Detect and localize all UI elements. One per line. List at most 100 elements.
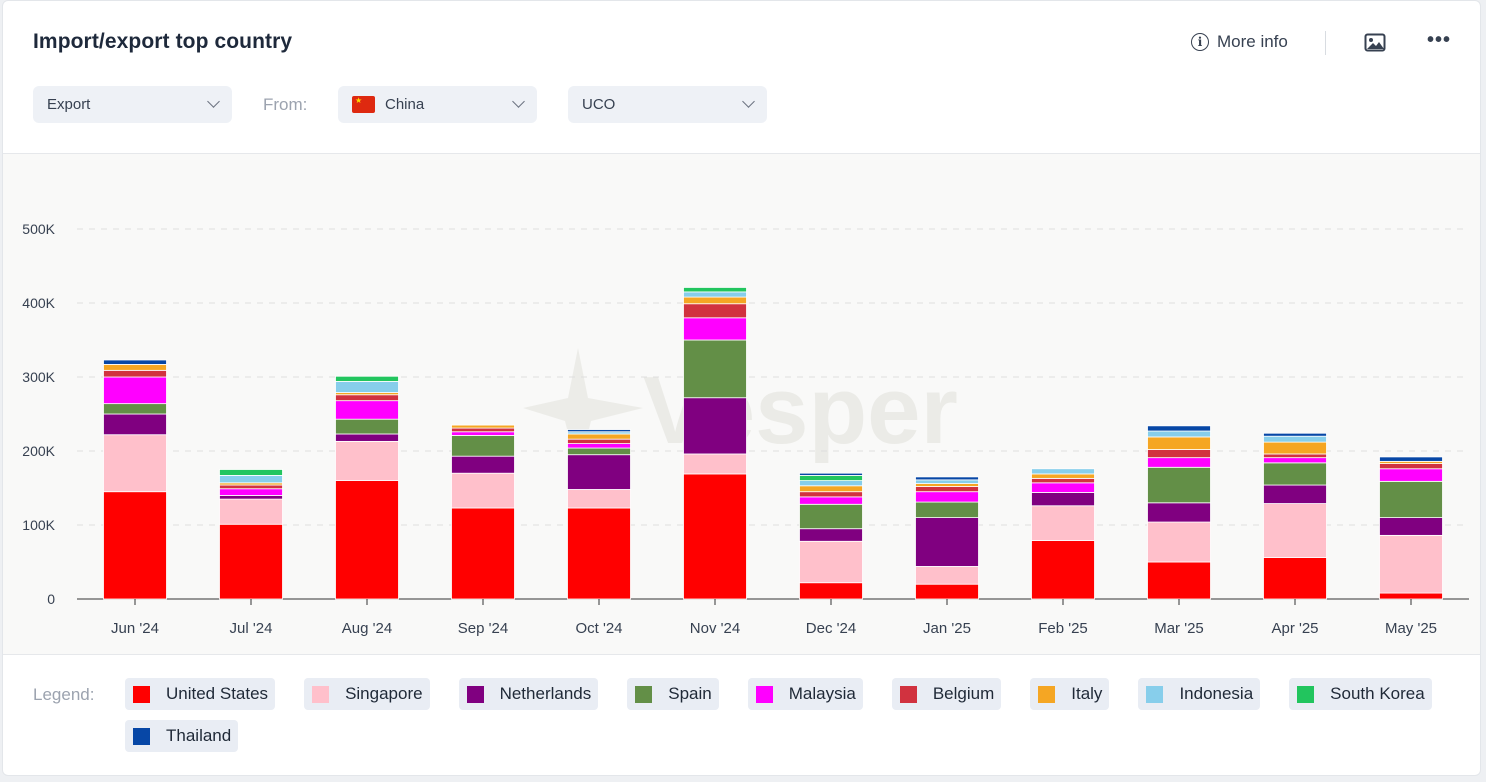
info-icon: i xyxy=(1191,33,1209,51)
legend-swatch xyxy=(466,685,484,703)
legend-item-label: United States xyxy=(166,684,269,703)
bar-segment xyxy=(799,491,863,498)
legend-swatch xyxy=(1297,685,1315,703)
bar-segment xyxy=(1263,457,1327,464)
bar-segment xyxy=(219,484,283,490)
bar-segment xyxy=(103,403,167,415)
legend-swatch xyxy=(1038,685,1056,703)
legend-swatch xyxy=(133,685,150,703)
bar-segment xyxy=(683,317,747,341)
y-tick-label: 200K xyxy=(22,443,55,459)
bar-segment xyxy=(915,476,979,481)
bar-segment xyxy=(915,517,979,567)
y-tick-label: 400K xyxy=(22,295,55,311)
bar-segment xyxy=(915,491,979,503)
download-image-button[interactable] xyxy=(1364,33,1386,57)
x-tick-label: Mar '25 xyxy=(1154,620,1204,637)
x-tick-label: May '25 xyxy=(1385,620,1437,637)
from-label: From: xyxy=(263,95,308,114)
bar-segment xyxy=(799,480,863,487)
country-select[interactable]: ★ China xyxy=(338,86,537,123)
bar-segment xyxy=(915,479,979,484)
bar-segment xyxy=(451,435,515,457)
legend-swatch xyxy=(635,685,653,703)
bar-segment xyxy=(451,455,515,474)
bar-segment xyxy=(103,434,167,493)
x-tick-label: Apr '25 xyxy=(1271,620,1318,637)
legend-item[interactable]: Malaysia xyxy=(747,678,863,710)
legend-item[interactable]: Italy xyxy=(1030,678,1110,710)
bar-segment xyxy=(683,339,747,399)
x-tick-label: Nov '24 xyxy=(690,620,740,637)
bar-segment xyxy=(335,381,399,393)
legend-item[interactable]: United States xyxy=(125,678,276,710)
bar-segment xyxy=(683,397,747,455)
y-tick-label: 300K xyxy=(22,369,55,385)
chart-title: Import/export top country xyxy=(33,30,293,53)
bar-segment xyxy=(567,438,631,445)
bar-segment xyxy=(1263,441,1327,455)
bar-segment xyxy=(335,440,399,482)
bar-segment xyxy=(1031,482,1095,493)
bar-segment xyxy=(567,429,631,433)
bar-segment xyxy=(1263,453,1327,459)
bar-segment xyxy=(103,376,167,405)
bar-segment xyxy=(799,475,863,482)
bar-segment xyxy=(1031,477,1095,484)
legend-item-label: South Korea xyxy=(1330,684,1425,703)
legend: United States Singapore Netherlands Spain Ma… xyxy=(125,678,1465,752)
legend-swatch xyxy=(312,685,330,703)
country-select-value: China xyxy=(385,96,425,113)
bar-segment xyxy=(799,485,863,493)
x-tick-label: Jun '24 xyxy=(111,620,159,637)
legend-item[interactable]: Spain xyxy=(627,678,719,710)
legend-item-label: Belgium xyxy=(932,684,995,703)
bar-segment xyxy=(1379,534,1443,594)
bar-segment xyxy=(219,498,283,525)
bar-segment xyxy=(567,433,631,440)
bar-segment xyxy=(1031,468,1095,475)
bar-segment xyxy=(1263,557,1327,600)
bar-segment xyxy=(1147,521,1211,563)
bar-segment xyxy=(451,431,515,436)
more-options-button[interactable]: ••• xyxy=(1427,29,1452,51)
bar-segment xyxy=(683,296,747,305)
legend-item[interactable]: Singapore xyxy=(304,678,430,710)
bar-segment xyxy=(219,494,283,500)
chevron-down-icon xyxy=(742,95,755,108)
bar-segment xyxy=(219,488,283,496)
bar-segment xyxy=(683,291,747,298)
x-tick-label: Sep '24 xyxy=(458,620,508,637)
x-tick-label: Aug '24 xyxy=(342,620,392,637)
bar-segment xyxy=(103,359,167,365)
image-icon xyxy=(1364,33,1386,52)
legend-item[interactable]: Thailand xyxy=(125,720,239,752)
bar-segment xyxy=(1147,502,1211,523)
legend-swatch xyxy=(1146,685,1164,703)
bar-segment xyxy=(1263,484,1327,504)
bar-segment xyxy=(1147,425,1211,432)
legend-item[interactable]: Indonesia xyxy=(1138,678,1261,710)
flow-select[interactable]: Export xyxy=(33,86,232,123)
bar-segment xyxy=(335,418,399,435)
bar-segment xyxy=(1031,473,1095,479)
legend-item[interactable]: Netherlands xyxy=(458,678,599,710)
bar-segment xyxy=(683,453,747,475)
bar-segment xyxy=(567,507,631,600)
bar-segment xyxy=(1379,480,1443,518)
bar-segment xyxy=(799,582,863,600)
more-info-button[interactable]: i More info xyxy=(1191,32,1288,52)
bar-segment xyxy=(683,287,747,293)
bar-segment xyxy=(1379,517,1443,536)
product-select[interactable]: UCO xyxy=(568,86,767,123)
legend-swatch xyxy=(899,685,917,703)
bar-segment xyxy=(1147,466,1211,504)
bar-segment xyxy=(335,480,399,600)
bar-segment xyxy=(451,472,515,509)
legend-label: Legend: xyxy=(33,685,95,704)
legend-item[interactable]: Belgium xyxy=(891,678,1002,710)
bar-segment xyxy=(1147,561,1211,600)
bar-segment xyxy=(915,583,979,600)
legend-item[interactable]: South Korea xyxy=(1289,678,1432,710)
